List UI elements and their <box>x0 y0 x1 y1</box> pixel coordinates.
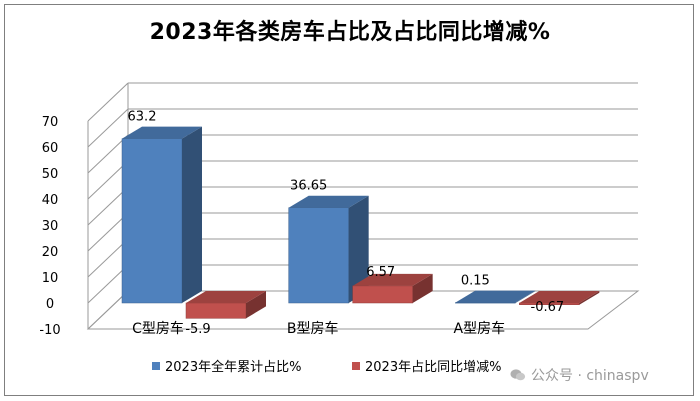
y-tick-label: 0 <box>46 297 54 312</box>
gridline-side <box>87 160 129 200</box>
chart-bars <box>121 126 600 319</box>
bar-series2-1 <box>185 291 266 319</box>
legend-item-series-1: 2023年全年累计占比% <box>152 356 301 375</box>
bar-series2-1-front <box>185 302 247 319</box>
y-tick-label: -10 <box>39 323 60 338</box>
watermark: 公众号 · chinaspv <box>510 365 649 385</box>
bar-series2-1-side <box>246 291 266 319</box>
bar-series1-2 <box>288 195 369 304</box>
chart-floor <box>86 290 640 330</box>
chart-title: 2023年各类房车占比及占比同比增减% <box>149 20 551 45</box>
bar-series1-1-side <box>182 126 202 304</box>
y-tick-label: 50 <box>42 167 59 182</box>
legend-swatch-series-1 <box>152 361 160 370</box>
y-tick-label: 30 <box>42 219 59 234</box>
legend-label-series-1: 2023年全年累计占比% <box>165 360 302 375</box>
data-labels: 63.2 -5.9 36.65 6.57 0.15 -0.67 <box>128 110 565 337</box>
category-labels: C型房车 B型房车 A型房车 <box>132 320 505 337</box>
bar-series1-1-front <box>121 138 183 304</box>
bar-series2-2-front <box>352 285 413 304</box>
data-label-series2: 6.57 <box>366 265 395 280</box>
bar-series2-2 <box>352 273 433 304</box>
bar-series2-3 <box>519 291 600 305</box>
bar-series2-2-side <box>412 273 433 303</box>
gridline-side <box>87 82 129 122</box>
y-tick-label: 10 <box>42 271 59 286</box>
gridline-side <box>87 238 129 278</box>
bar-series1-2-front <box>288 207 349 304</box>
watermark-text: 公众号 · chinaspv <box>531 368 649 384</box>
legend-label-series-2: 2023年占比同比增减% <box>365 360 502 375</box>
y-tick-label: 70 <box>42 115 59 130</box>
bar-series1-1-top <box>122 126 202 139</box>
gridline-side <box>87 212 129 252</box>
bar-series1-2-side <box>348 195 369 303</box>
chart-grid <box>86 82 640 330</box>
bar-series1-3 <box>455 290 536 304</box>
gridline-side <box>87 186 129 226</box>
bar-series2-1-top <box>186 291 266 303</box>
bar-series2-2-top <box>352 273 433 286</box>
data-label-series2: -0.67 <box>531 300 565 315</box>
legend-swatch-series-2 <box>352 361 360 370</box>
data-label-series1: 63.2 <box>128 110 157 125</box>
category-label: B型房车 <box>287 320 339 337</box>
bar-series2-3-side <box>579 291 600 305</box>
gridline-side <box>87 264 129 304</box>
gridline-side <box>87 108 129 148</box>
bar-series1-3-front <box>455 302 516 304</box>
y-tick-label: 60 <box>42 141 59 156</box>
bar-series2-3-top <box>519 291 600 303</box>
bar-series1-3-top <box>455 290 536 303</box>
bar-series1-3-side <box>515 290 536 304</box>
y-tick-label: 20 <box>42 245 59 260</box>
category-label: C型房车 <box>132 320 184 337</box>
data-label-series1: 36.65 <box>290 179 327 194</box>
wechat-icon <box>510 369 526 381</box>
bar-series1-1 <box>121 126 202 304</box>
data-label-series1: 0.15 <box>461 274 490 289</box>
data-label-series2: -5.9 <box>185 322 210 337</box>
y-tick-label: 40 <box>42 193 59 208</box>
category-label: A型房车 <box>454 320 506 337</box>
bar-series1-2-top <box>288 195 369 208</box>
gridline-side <box>87 134 129 174</box>
legend-item-series-2: 2023年占比同比增减% <box>352 356 501 375</box>
y-axis-ticks: -10 0 10 20 30 40 50 60 70 <box>39 115 60 338</box>
